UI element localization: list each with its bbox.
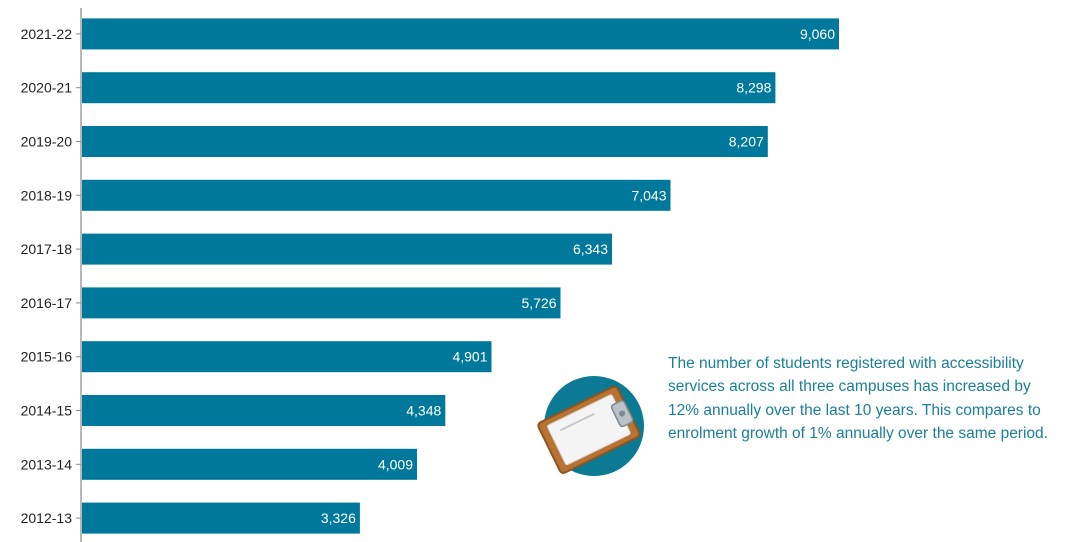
bars-group: 2021-22 9,060 2020-21 8,298 2019-20 8,207 2018…: [21, 18, 839, 534]
bar-2012-13: [82, 502, 360, 534]
data-label: 3,326: [321, 510, 356, 526]
data-label: 6,343: [573, 241, 608, 257]
data-label: 8,298: [736, 80, 771, 96]
clipboard-icon: [537, 376, 644, 476]
annotation-text: The number of students registered with a…: [668, 354, 1048, 443]
data-label: 7,043: [631, 187, 666, 203]
bar-2017-18: [82, 233, 612, 265]
data-label: 4,348: [406, 403, 441, 419]
y-tick-label: 2012-13: [21, 510, 73, 526]
bar-2019-20: [82, 126, 768, 157]
y-tick-label: 2015-16: [21, 349, 73, 365]
bar-2013-14: [82, 448, 417, 480]
bar-2018-19: [82, 179, 671, 211]
y-tick-label: 2020-21: [21, 80, 73, 96]
y-tick-label: 2021-22: [21, 26, 73, 42]
y-tick-label: 2014-15: [21, 403, 73, 419]
y-tick-label: 2018-19: [21, 187, 73, 203]
data-label: 4,901: [452, 349, 487, 365]
y-tick-label: 2017-18: [21, 241, 73, 257]
data-label: 4,009: [378, 456, 413, 472]
bar-2020-21: [82, 72, 776, 104]
y-tick-label: 2016-17: [21, 295, 73, 311]
data-label: 9,060: [800, 26, 835, 42]
bar-2021-22: [82, 18, 839, 50]
y-tick-label: 2019-20: [21, 134, 73, 150]
bar-2014-15: [82, 395, 446, 426]
bar-2016-17: [82, 287, 561, 319]
data-label: 8,207: [729, 134, 764, 150]
bar-2015-16: [82, 341, 492, 373]
y-tick-label: 2013-14: [21, 456, 73, 472]
data-label: 5,726: [521, 295, 556, 311]
